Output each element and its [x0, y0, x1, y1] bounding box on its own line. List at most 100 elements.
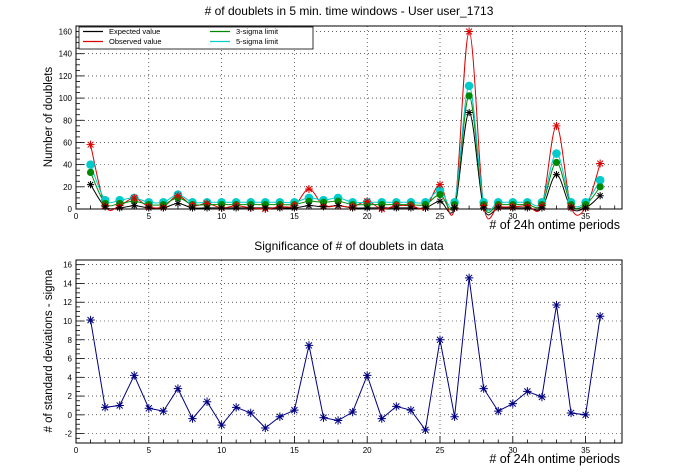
point-3sigma: [86, 168, 95, 176]
x-tick-label: 20: [363, 212, 372, 221]
point-5sigma: [464, 81, 474, 91]
y-tick-label: 0: [68, 205, 73, 214]
point-expected: [203, 204, 211, 212]
significance-point: [319, 413, 328, 422]
significance-point: [246, 408, 255, 418]
significance-point: [348, 407, 357, 417]
x-tick-label: 10: [217, 212, 226, 221]
point-expected: [407, 204, 415, 212]
point-expected: [349, 204, 357, 212]
significance-point: [421, 425, 430, 435]
point-expected: [86, 181, 95, 189]
x-tick-label: 5: [147, 446, 152, 455]
point-observed: [130, 193, 139, 202]
point-expected: [101, 203, 109, 211]
point-expected: [116, 204, 124, 212]
significance-point: [494, 406, 503, 416]
point-5sigma: [595, 175, 605, 185]
x-tick-label: 30: [508, 212, 517, 221]
significance-point: [595, 312, 605, 321]
point-expected: [538, 204, 546, 212]
grid: [76, 26, 622, 210]
x-axis-label: # of 24h ontime periods: [489, 452, 620, 466]
point-expected: [465, 108, 473, 117]
point-expected: [247, 204, 255, 212]
point-expected: [319, 203, 328, 211]
point-3sigma: [465, 92, 473, 100]
significance-point: [508, 399, 517, 408]
point-3sigma: [552, 158, 561, 167]
point-observed: [552, 121, 561, 130]
y-tick-label: -2: [65, 430, 73, 439]
y-tick-label: 10: [63, 317, 72, 326]
y-tick-label: 12: [63, 298, 72, 307]
significance-point: [231, 403, 241, 412]
x-tick-label: 35: [581, 212, 590, 221]
axis-ticks: 0 5 10 15 20 25 30 35 0 20 40 60 80 100 120 140 160: [59, 25, 616, 221]
point-observed: [86, 140, 95, 149]
point-expected: [450, 204, 459, 212]
y-tick-label: 16: [63, 261, 72, 270]
significance-point: [86, 315, 95, 325]
significance-point: [173, 384, 183, 393]
point-expected: [596, 192, 604, 200]
significance-point: [523, 387, 532, 396]
point-expected: [421, 204, 430, 212]
point-observed: [203, 199, 212, 208]
x-tick-label: 0: [74, 212, 79, 221]
y-tick-label: 40: [63, 161, 72, 170]
point-expected: [159, 204, 167, 212]
point-observed: [436, 180, 444, 189]
y-tick-label: 2: [68, 392, 73, 401]
point-observed: [173, 191, 182, 200]
point-expected: [174, 199, 182, 208]
point-3sigma: [305, 197, 313, 205]
point-expected: [218, 204, 226, 212]
point-expected: [130, 202, 138, 210]
y-tick-label: 8: [68, 336, 73, 345]
legend-label: 5-sigma limit: [236, 37, 279, 46]
series-line-1: [90, 30, 601, 220]
significance-point: [290, 405, 299, 415]
significance-point: [552, 300, 561, 310]
point-observed: [465, 27, 474, 36]
point-expected: [188, 204, 197, 212]
x-tick-label: 0: [74, 446, 79, 455]
y-tick-label: 80: [63, 116, 72, 125]
legend-label: Observed value: [109, 37, 162, 46]
significance-point: [406, 405, 416, 415]
x-tick-label: 35: [581, 446, 590, 455]
x-tick-label: 20: [363, 446, 372, 455]
series-line-2: [90, 95, 601, 214]
point-expected: [232, 204, 240, 212]
doublets-chart: # of doublets in 5 min. time windows - U…: [43, 4, 623, 232]
point-observed: [596, 159, 605, 168]
point-3sigma: [596, 183, 604, 191]
point-expected: [276, 204, 284, 212]
point-expected: [480, 204, 488, 212]
point-expected: [552, 171, 561, 179]
point-expected: [305, 202, 313, 210]
y-tick-label: 4: [68, 373, 73, 382]
significance-point: [435, 335, 445, 344]
point-expected: [334, 202, 342, 210]
significance-point: [450, 412, 459, 421]
y-tick-label: 14: [63, 279, 72, 288]
significance-point: [566, 408, 576, 418]
point-expected: [494, 204, 502, 212]
legend-box: [78, 26, 314, 50]
significance-line: [90, 277, 601, 432]
point-expected: [582, 204, 590, 212]
significance-point: [100, 403, 110, 412]
point-expected: [363, 204, 371, 212]
significance-point: [217, 420, 226, 430]
significance-point: [159, 406, 168, 416]
x-tick-label: 10: [217, 446, 226, 455]
y-tick-label: 6: [68, 355, 73, 364]
significance-point: [261, 423, 270, 433]
point-5sigma: [552, 149, 561, 158]
point-expected: [378, 204, 386, 212]
series-line-3: [90, 85, 601, 212]
